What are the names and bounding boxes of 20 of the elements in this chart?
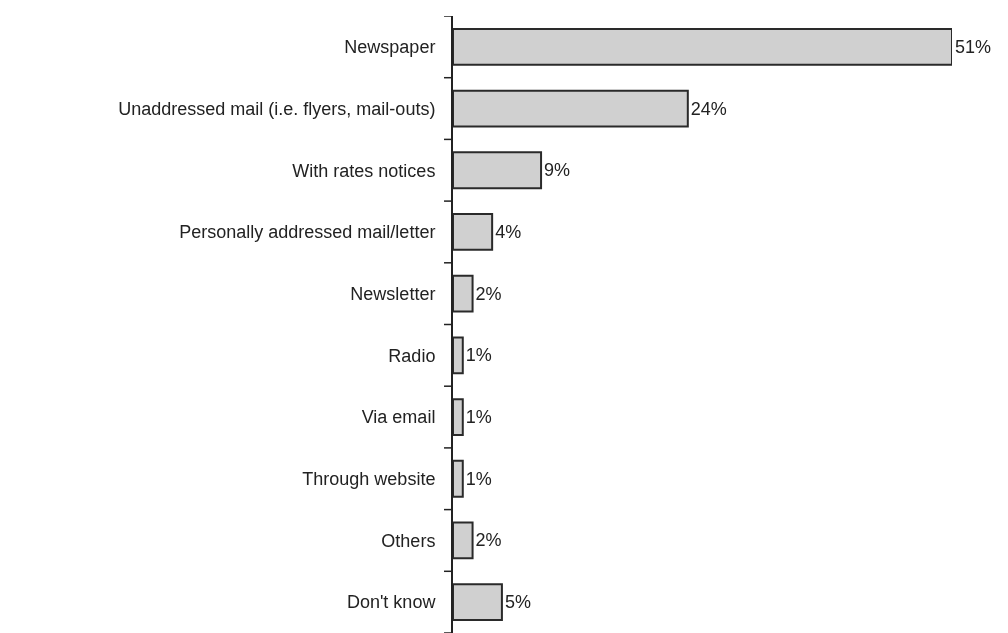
data-label: 1% (465, 345, 492, 366)
data-label: 5% (504, 592, 531, 613)
y-tick-label: Unaddressed mail (i.e. flyers, mail-outs) (118, 98, 436, 119)
data-label: 4% (495, 221, 522, 242)
data-label: 51% (955, 36, 992, 57)
data-label: 2% (475, 530, 502, 551)
y-tick-label: Others (381, 530, 436, 551)
data-label: 24% (690, 98, 727, 119)
y-tick-label: Don't know (346, 592, 437, 613)
y-tick-label: Via email (361, 407, 436, 428)
y-tick-label: Radio (388, 345, 436, 366)
data-label: 9% (544, 160, 571, 181)
y-tick-label: Newsletter (350, 283, 436, 304)
y-tick-label: With rates notices (292, 160, 436, 181)
y-tick-label: Personally addressed mail/letter (179, 222, 436, 243)
y-tick-label: Through website (302, 469, 436, 490)
y-tick-label: Newspaper (344, 37, 436, 58)
data-label: 2% (475, 283, 502, 304)
data-label: 1% (465, 407, 492, 428)
data-label: 1% (465, 468, 492, 489)
